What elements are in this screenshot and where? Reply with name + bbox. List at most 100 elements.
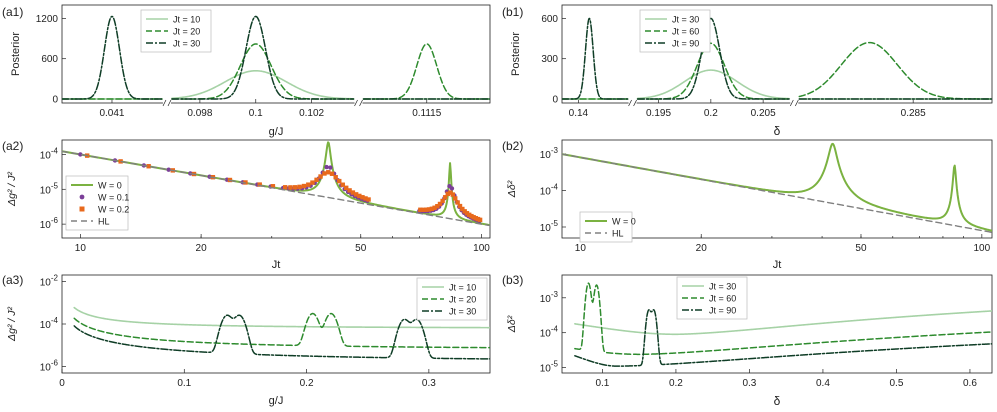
data-point bbox=[146, 164, 151, 169]
x-tick-label: 100 bbox=[473, 243, 490, 254]
y-tick-label: 10-4 bbox=[540, 182, 559, 197]
data-point bbox=[469, 213, 474, 219]
data-point bbox=[421, 207, 426, 213]
series-line bbox=[73, 314, 490, 360]
legend-entry: W = 0.1 bbox=[98, 193, 129, 203]
axis-break-mark bbox=[167, 99, 172, 107]
legend-entry: Jt = 90 bbox=[672, 39, 699, 49]
data-point bbox=[363, 196, 368, 201]
tick-exponent: -5 bbox=[51, 181, 59, 190]
data-point bbox=[288, 185, 293, 190]
y-tick-label: 0 bbox=[52, 94, 58, 105]
legend-entry: Jt = 10 bbox=[449, 283, 476, 293]
plot-frame bbox=[561, 274, 993, 374]
y-tick-label: 10-5 bbox=[540, 360, 559, 375]
legend-entry: HL bbox=[612, 229, 624, 239]
x-tick-label: 0.098 bbox=[187, 108, 212, 119]
y-axis-label: Δg² / J² bbox=[6, 307, 18, 342]
data-point bbox=[326, 170, 331, 175]
axis-break-gap bbox=[354, 99, 363, 107]
data-point bbox=[318, 174, 323, 179]
legend-entry: Jt = 30 bbox=[709, 282, 736, 292]
tick-base: 10 bbox=[40, 277, 52, 288]
data-point bbox=[301, 183, 307, 189]
y-tick-label: 600 bbox=[541, 14, 558, 25]
x-tick-label: 0.2 bbox=[704, 108, 718, 119]
panel-label: (a3) bbox=[2, 273, 23, 287]
plot-frame bbox=[561, 4, 993, 104]
series-line bbox=[636, 69, 791, 100]
panel-label: (b1) bbox=[502, 5, 523, 19]
tick-base: 10 bbox=[40, 220, 52, 231]
tick-exponent: -6 bbox=[51, 359, 59, 368]
series-line bbox=[62, 15, 163, 100]
x-tick-label: 0.195 bbox=[646, 108, 671, 119]
data-point bbox=[344, 185, 349, 191]
plot-frame bbox=[61, 4, 491, 104]
data-point bbox=[324, 164, 329, 170]
series-line bbox=[171, 15, 355, 100]
x-tick-label: 0.285 bbox=[901, 108, 926, 119]
x-axis-label: g/J bbox=[269, 395, 284, 407]
y-tick-label: 10-3 bbox=[540, 290, 559, 305]
data-point bbox=[357, 193, 362, 199]
axis-break-mark bbox=[162, 99, 167, 107]
tick-base: 10 bbox=[40, 320, 52, 331]
data-point bbox=[282, 185, 288, 190]
tick-exponent: -4 bbox=[51, 146, 59, 155]
axis-break-gap bbox=[162, 99, 171, 107]
x-tick-label: 50 bbox=[355, 243, 367, 254]
legend-entry: W = 0 bbox=[612, 217, 636, 227]
x-tick-label: 0.2 bbox=[300, 378, 314, 389]
data-point bbox=[455, 200, 460, 205]
data-point bbox=[453, 196, 458, 201]
legend-box bbox=[676, 276, 748, 320]
data-point bbox=[429, 206, 435, 211]
data-point bbox=[432, 205, 437, 210]
tick-base: 10 bbox=[540, 364, 552, 375]
x-axis-label: Jt bbox=[272, 259, 281, 271]
series-line bbox=[562, 153, 992, 234]
data-point bbox=[445, 191, 450, 197]
data-point bbox=[329, 171, 335, 176]
legend-entry: W = 0.2 bbox=[98, 205, 129, 215]
data-point bbox=[350, 190, 356, 195]
data-point bbox=[347, 188, 352, 193]
data-point bbox=[310, 180, 315, 185]
data-point bbox=[328, 165, 333, 170]
series-line bbox=[636, 17, 791, 100]
x-axis-label: Jt bbox=[773, 259, 782, 271]
x-tick-label: 0.1 bbox=[177, 378, 191, 389]
data-point bbox=[423, 207, 429, 212]
axis-break-gap bbox=[628, 99, 637, 107]
y-tick-label: 10-6 bbox=[40, 216, 59, 231]
x-tick-label: 0.1 bbox=[249, 108, 263, 119]
y-axis-label: Δδ² bbox=[506, 180, 518, 198]
data-point bbox=[435, 204, 440, 209]
data-point bbox=[297, 184, 302, 190]
data-point bbox=[366, 197, 371, 202]
tick-base: 10 bbox=[40, 363, 52, 374]
x-tick-label: 50 bbox=[855, 243, 867, 254]
data-point bbox=[418, 207, 423, 212]
data-point bbox=[314, 177, 319, 183]
x-tick-label: 0.6 bbox=[963, 378, 977, 389]
tick-exponent: -5 bbox=[551, 360, 559, 369]
x-tick-label: 0 bbox=[59, 378, 65, 389]
data-point bbox=[257, 182, 262, 187]
series-line bbox=[73, 312, 490, 349]
legend-box bbox=[639, 9, 711, 53]
data-point bbox=[426, 207, 432, 212]
x-tick-label: 0.3 bbox=[742, 378, 756, 389]
data-point bbox=[360, 195, 365, 200]
legend-marker bbox=[79, 206, 85, 212]
y-tick-label: 10-3 bbox=[540, 146, 559, 161]
tick-exponent: -4 bbox=[551, 182, 559, 191]
y-tick-label: 10-4 bbox=[540, 325, 559, 340]
x-axis-label: δ bbox=[774, 124, 781, 138]
y-tick-label: 10-5 bbox=[40, 181, 59, 196]
tick-exponent: -2 bbox=[51, 273, 59, 282]
x-tick-label: 10 bbox=[75, 243, 87, 254]
legend-entry: Jt = 60 bbox=[672, 27, 699, 37]
